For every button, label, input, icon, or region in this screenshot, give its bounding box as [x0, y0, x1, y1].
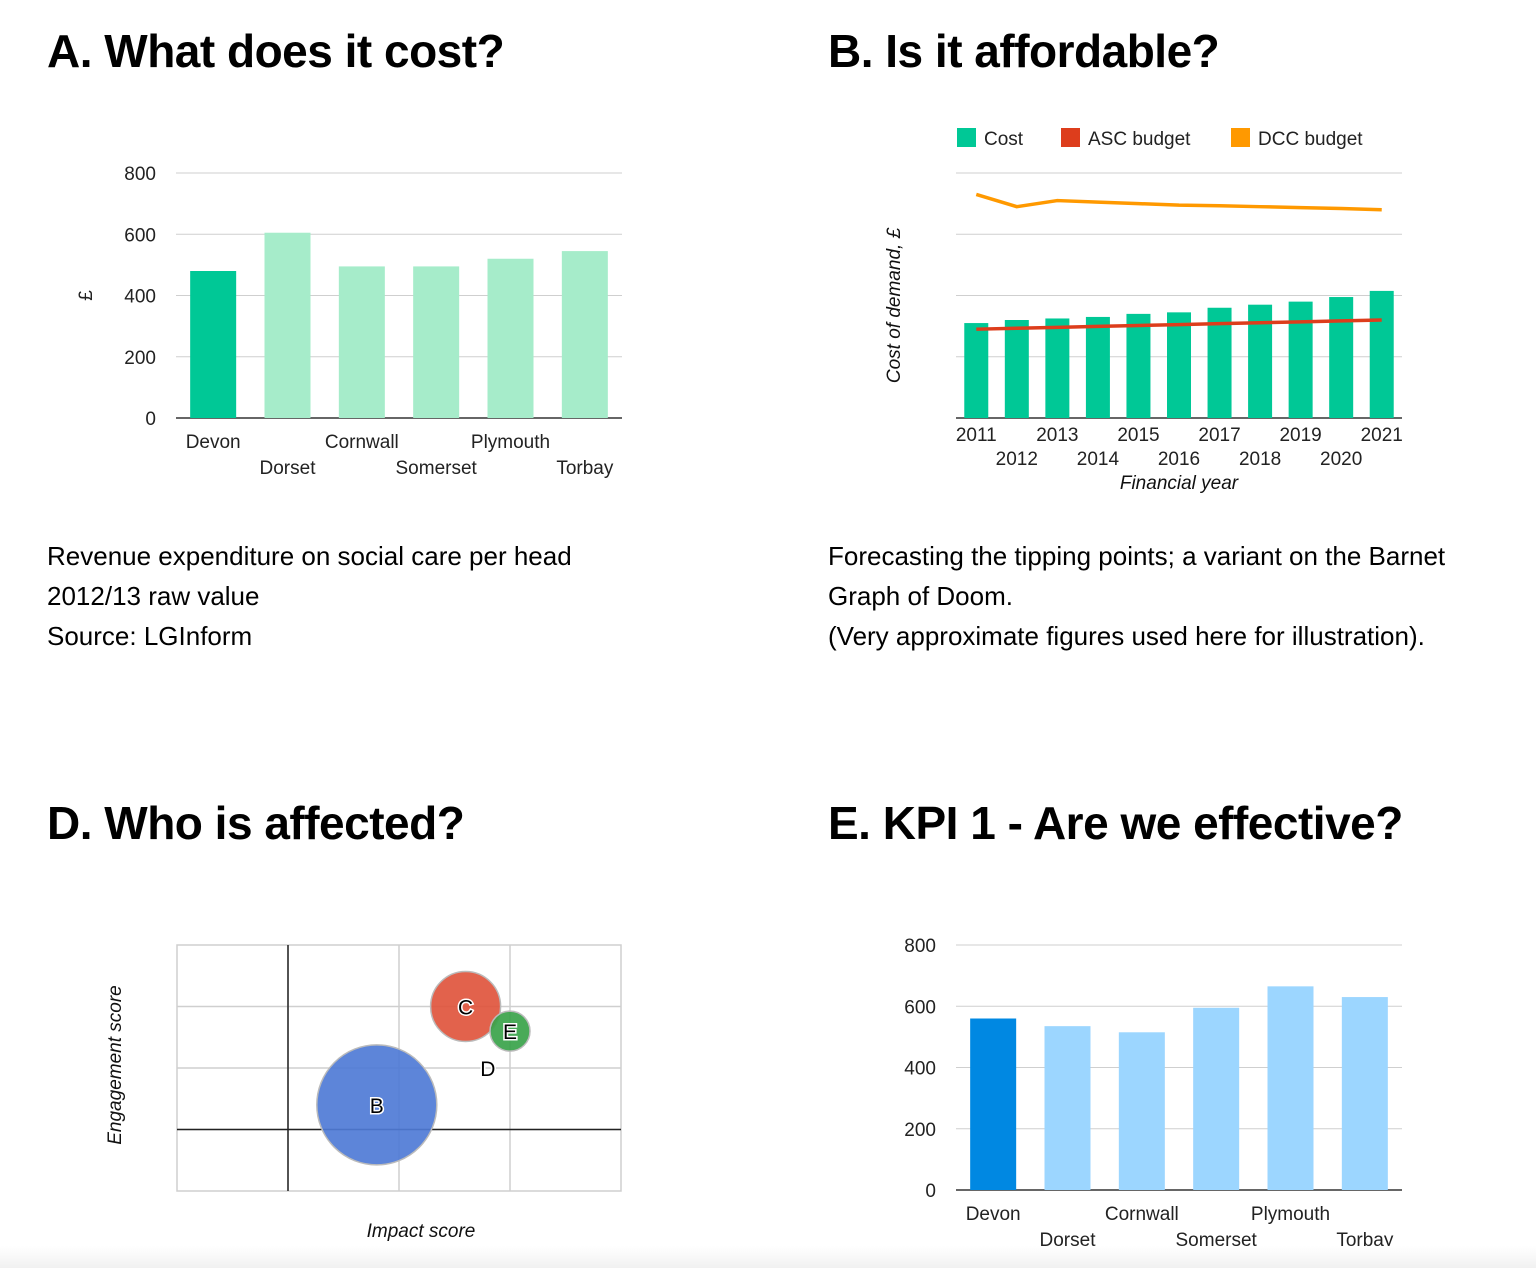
panel-a-title: A. What does it cost? [47, 25, 505, 77]
bar [413, 266, 460, 418]
legend-label: Cost [984, 129, 1024, 150]
bar [1193, 1007, 1240, 1190]
panel-a-description-line: 2012/13 raw value [47, 581, 260, 611]
x-tick-label: Torbay [1336, 1230, 1394, 1251]
panel-b-description-line: (Very approximate figures used here for … [828, 621, 1425, 651]
x-tick-label: 2011 [956, 425, 997, 446]
x-tick-label: 2013 [1036, 425, 1078, 446]
bar [1329, 297, 1354, 418]
chart-d: B C DE Impact score Engagement score [105, 944, 622, 1242]
bubble-label: D [480, 1058, 495, 1081]
x-tick-label: Devon [966, 1204, 1021, 1225]
bar [1118, 1032, 1165, 1190]
x-axis-title: Financial year [1120, 473, 1239, 494]
x-tick-label: Torbay [556, 458, 614, 479]
x-tick-label: 2017 [1198, 425, 1240, 446]
x-tick-label: Cornwall [325, 432, 399, 453]
panel-b-description-line: Graph of Doom. [828, 581, 1013, 611]
bar [264, 232, 311, 418]
bar [1004, 320, 1029, 418]
x-tick-label: 2020 [1320, 449, 1362, 470]
x-axis-title: Impact score [367, 1221, 476, 1242]
y-axis-title: £ [76, 290, 97, 301]
bar [561, 251, 608, 418]
panel-a-description: Revenue expenditure on social care per h… [47, 536, 572, 656]
bar [1207, 307, 1232, 418]
chart-e: 0 200 400 600 800 Devon Dorset Cornwall Somerset… [904, 936, 1402, 1251]
panel-a-description-line: Source: LGInform [47, 621, 253, 651]
legend-label: DCC budget [1258, 129, 1363, 150]
panel-b-description: Forecasting the tipping points; a varian… [828, 536, 1445, 656]
y-tick-label: 400 [904, 1059, 936, 1080]
bar [1085, 316, 1110, 418]
y-tick-label: 600 [904, 997, 936, 1018]
y-tick-label: 0 [925, 1181, 936, 1202]
y-tick-label: 200 [904, 1120, 936, 1141]
y-axis-title: Engagement score [105, 985, 126, 1145]
legend-swatch [1061, 128, 1080, 147]
x-tick-label: 2019 [1279, 425, 1321, 446]
x-tick-label: Dorset [1040, 1230, 1097, 1251]
x-tick-label: Somerset [396, 458, 478, 479]
bubble [429, 970, 502, 1043]
bar [338, 266, 385, 418]
x-tick-label: 2018 [1239, 449, 1281, 470]
x-tick-label: Cornwall [1105, 1204, 1179, 1225]
panel-b-title: B. Is it affordable? [828, 25, 1220, 77]
bubble-label: B [370, 1095, 384, 1118]
bar [1126, 313, 1151, 418]
bar [1288, 301, 1313, 418]
y-tick-label: 800 [904, 936, 936, 957]
y-tick-label: 600 [124, 225, 156, 246]
x-tick-label: 2014 [1077, 449, 1120, 470]
bar [970, 1018, 1017, 1190]
bar [1341, 997, 1388, 1190]
x-tick-label: Somerset [1176, 1230, 1258, 1251]
bubble [316, 1044, 438, 1166]
panel-a-description-line: Revenue expenditure on social care per h… [47, 541, 572, 571]
panel-d-title: D. Who is affected? [47, 797, 465, 849]
legend-label: ASC budget [1088, 129, 1191, 150]
panel-e-title: E. KPI 1 - Are we effective? [828, 797, 1403, 849]
x-tick-label: Plymouth [471, 432, 550, 453]
bar [487, 258, 534, 418]
bar [1267, 986, 1314, 1190]
panel-b-description-line: Forecasting the tipping points; a varian… [828, 541, 1446, 571]
x-tick-label: 2015 [1117, 425, 1159, 446]
y-tick-label: 400 [124, 287, 156, 308]
series-line [975, 192, 1382, 212]
bar [190, 271, 237, 418]
x-tick-label: Plymouth [1251, 1204, 1330, 1225]
y-tick-label: 200 [124, 348, 156, 369]
x-tick-label: 2021 [1361, 425, 1403, 446]
y-tick-label: 0 [145, 409, 156, 430]
x-tick-label: 2012 [996, 449, 1038, 470]
bubble-label: C [458, 997, 473, 1020]
chart-a: 0 200 400 600 800 Devon Dorset Cornwall Somerset… [76, 164, 622, 479]
legend-swatch [1231, 128, 1250, 147]
bar [1167, 312, 1191, 418]
legend-swatch [957, 128, 976, 147]
x-tick-label: 2016 [1158, 449, 1200, 470]
chart-b: 2011 2012 2013 2014 2015 2016 2017 2018 2019 2020… [884, 128, 1403, 494]
y-axis-title: Cost of demand, £ [884, 227, 905, 383]
bar [1045, 318, 1070, 418]
y-tick-label: 800 [124, 164, 156, 185]
x-tick-label: Devon [186, 432, 241, 453]
series-line [976, 318, 1382, 331]
bubble [489, 1010, 531, 1052]
bubble-label: E [503, 1021, 517, 1044]
x-tick-label: Dorset [260, 458, 317, 479]
footer-shade [0, 1246, 1536, 1268]
bar [1044, 1026, 1091, 1190]
bar [964, 323, 989, 418]
bar [1369, 290, 1394, 418]
